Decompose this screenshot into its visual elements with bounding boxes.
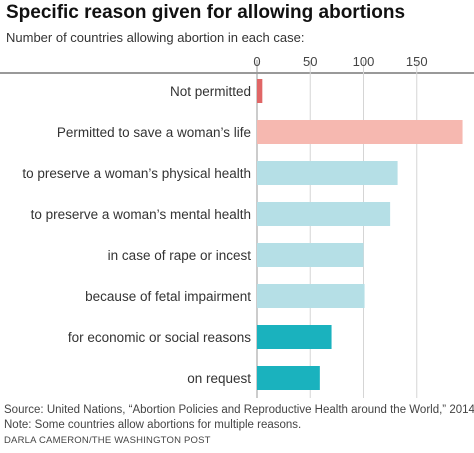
bar <box>257 243 364 267</box>
bar <box>257 325 332 349</box>
multiple-reasons-note: Note: Some countries allow abortions for… <box>4 419 302 431</box>
bar <box>257 79 263 103</box>
bar <box>257 120 463 144</box>
chart-title: Specific reason given for allowing abort… <box>6 2 406 23</box>
bar <box>257 366 320 390</box>
category-label: on request <box>187 371 251 386</box>
x-tick-label: 0 <box>253 54 260 69</box>
category-label: to preserve a woman’s physical health <box>22 166 251 181</box>
x-tick-label: 150 <box>406 54 428 69</box>
category-label: Permitted to save a woman’s life <box>57 125 251 140</box>
category-label: because of fetal impairment <box>85 289 251 304</box>
x-tick-label: 100 <box>353 54 375 69</box>
source-note: Source: United Nations, “Abortion Polici… <box>4 404 474 416</box>
credit-line: DARLA CAMERON/THE WASHINGTON POST <box>4 435 211 446</box>
bar <box>257 284 365 308</box>
chart-notes: Source: United Nations, “Abortion Polici… <box>4 403 474 448</box>
category-label: for economic or social reasons <box>68 330 251 345</box>
category-label: in case of rape or incest <box>108 248 252 263</box>
category-label: Not permitted <box>170 84 251 99</box>
x-tick-label: 50 <box>303 54 317 69</box>
chart-subtitle: Number of countries allowing abortion in… <box>6 30 305 45</box>
bar-chart: 0 50 100 150 Not permitted Permitted to save… <box>0 54 474 398</box>
bar <box>257 161 398 185</box>
category-label: to preserve a woman’s mental health <box>31 207 251 222</box>
bar <box>257 202 391 226</box>
